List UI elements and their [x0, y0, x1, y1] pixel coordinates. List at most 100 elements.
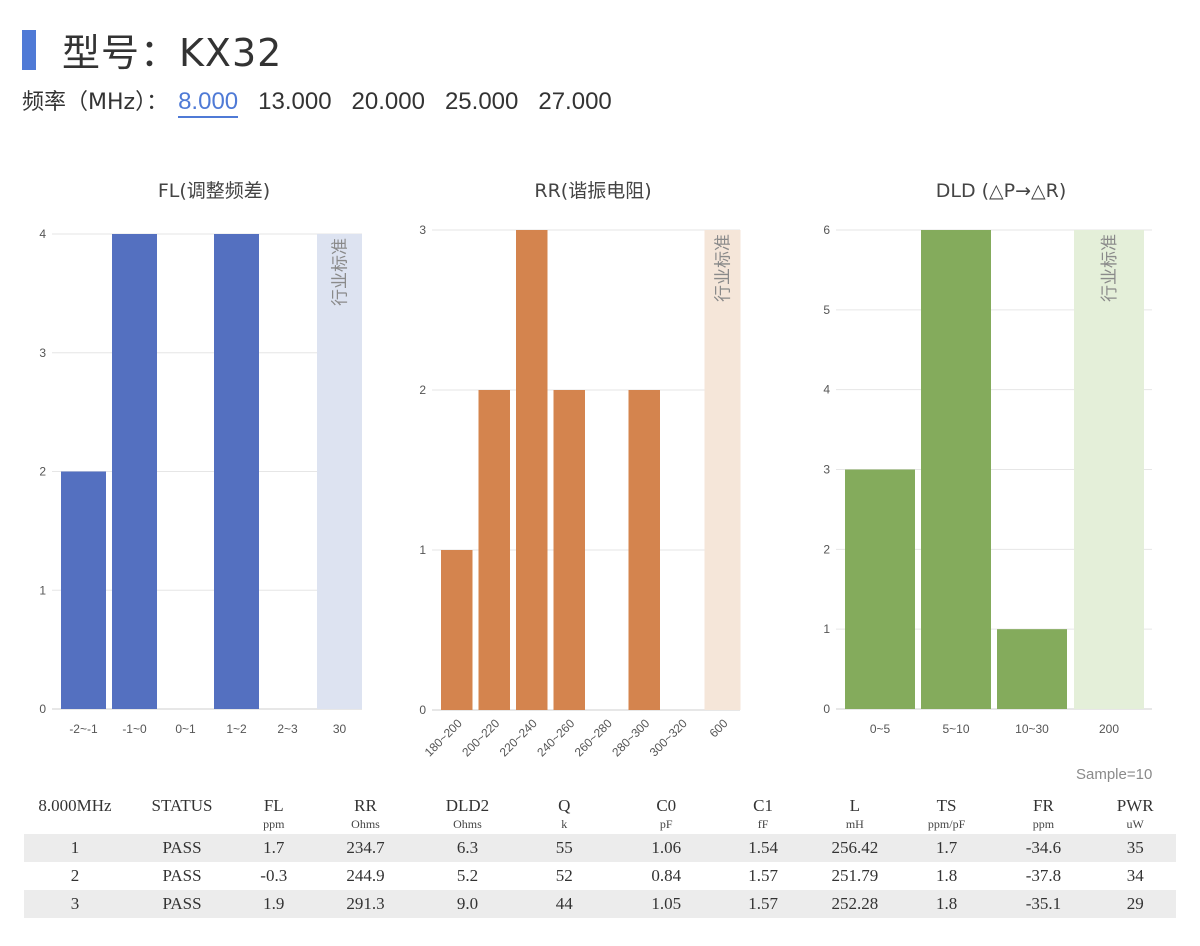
- bar: [478, 390, 510, 710]
- y-tick-label: 2: [39, 465, 46, 479]
- y-tick-label: 5: [823, 303, 830, 317]
- cell-pwr: 29: [1094, 890, 1176, 918]
- sample-count-note: Sample=10: [1076, 766, 1153, 783]
- cell-fl: 1.9: [238, 890, 310, 918]
- unit-pwr: uW: [1126, 816, 1144, 831]
- bar: [61, 471, 106, 709]
- cell-c1: 1.57: [717, 890, 809, 918]
- charts-panel: FL(调整频差) 0 1 2 3 4 -2~-1 -1~0 0~1 1~2 2~3 行业标准 3 0 RR…: [20, 150, 1180, 786]
- x-tick-label: 300~320: [647, 716, 690, 759]
- cell-q: 44: [513, 890, 616, 918]
- unit-q: k: [561, 816, 568, 831]
- x-tick-label: 200~220: [459, 716, 502, 759]
- cell-pwr: 34: [1126, 866, 1144, 885]
- title-accent-bar: [22, 29, 36, 70]
- y-tick-label: 3: [39, 346, 46, 360]
- cell-l: 251.79: [831, 866, 879, 885]
- cell-dld2: 9.0: [421, 890, 514, 918]
- bar: [553, 390, 585, 710]
- col-header-c0: C0: [656, 796, 677, 815]
- frequency-option-8000[interactable]: 8.000: [178, 88, 239, 118]
- dld-histogram-chart: DLD (△P→△R) 0 1 2 3 4 5 6 0~5 5~10 10~30 行业标准 200: [823, 180, 1152, 736]
- unit-c0: pF: [659, 816, 673, 831]
- bar: [112, 234, 157, 709]
- y-tick-label: 1: [823, 622, 830, 636]
- unit-fl: ppm: [263, 816, 285, 831]
- unit-frequency: [24, 816, 126, 834]
- industry-standard-band: [1074, 230, 1144, 709]
- cell-l: 252.28: [808, 890, 901, 918]
- cell-sample: 2: [70, 866, 80, 885]
- cell-c0: 1.05: [615, 890, 718, 918]
- cell-c1: 1.57: [748, 866, 778, 885]
- industry-standard-label: 行业标准: [714, 234, 734, 302]
- unit-dld2: Ohms: [453, 816, 482, 831]
- col-header-pwr: PWR: [1116, 796, 1154, 815]
- unit-status: [126, 816, 238, 834]
- chart-title: RR(谐振电阻): [534, 180, 651, 202]
- table-unit-row: ppm Ohms Ohms k pF fF mH ppm/pF ppm uW: [24, 816, 1176, 834]
- cell-ts: 1.7: [900, 834, 993, 862]
- cell-c1: 1.54: [717, 834, 809, 862]
- cell-fl: -0.3: [260, 866, 288, 885]
- unit-rr: Ohms: [351, 816, 380, 831]
- x-tick-label: 1~2: [226, 722, 247, 736]
- frequency-option-27000[interactable]: 27.000: [538, 88, 612, 115]
- y-tick-label: 4: [823, 383, 830, 397]
- cell-sample: 3: [24, 890, 126, 918]
- cell-sample: 1: [24, 834, 126, 862]
- cell-l: 256.42: [808, 834, 901, 862]
- col-header-c1: C1: [753, 796, 773, 815]
- cell-ts: 1.8: [935, 866, 958, 885]
- x-tick-label: 2~3: [277, 722, 298, 736]
- x-tick-label: -1~0: [122, 722, 147, 736]
- cell-c0: 1.06: [615, 834, 718, 862]
- col-header-fr: FR: [1033, 796, 1054, 815]
- x-tick-label: -2~-1: [69, 722, 98, 736]
- frequency-option-20000[interactable]: 20.000: [351, 88, 425, 115]
- cell-rr: 291.3: [309, 890, 422, 918]
- table-row: 2 PASS -0.3 244.9 5.2 52 0.84 1.57 251.7…: [24, 862, 1176, 890]
- x-tick-label: 10~30: [1015, 722, 1049, 736]
- cell-rr: 244.9: [346, 866, 385, 885]
- bar: [214, 234, 259, 709]
- y-tick-label: 0: [823, 702, 830, 716]
- cell-q: 55: [513, 834, 616, 862]
- y-tick-label: 0: [419, 703, 426, 717]
- col-header-q: Q: [558, 796, 571, 815]
- x-tick-label: 240~260: [534, 716, 577, 759]
- col-header-status: STATUS: [151, 796, 213, 815]
- fl-histogram-chart: FL(调整频差) 0 1 2 3 4 -2~-1 -1~0 0~1 1~2 2~3 行业标准 30: [39, 180, 362, 736]
- chart-title: FL(调整频差): [158, 180, 270, 202]
- industry-standard-band: [704, 230, 741, 710]
- page-title: 型号：KX32: [62, 31, 283, 75]
- x-tick-label: 220~240: [497, 716, 540, 759]
- industry-standard-band: [317, 234, 362, 709]
- y-tick-label: 4: [39, 227, 46, 241]
- x-tick-label: 180~200: [422, 716, 465, 759]
- bar: [516, 230, 548, 710]
- cell-fr: -35.1: [992, 890, 1095, 918]
- y-tick-label: 1: [39, 583, 46, 597]
- rr-histogram-chart: RR(谐振电阻) 0 1 2 3 180~200200~220220~240240~260…: [419, 180, 741, 759]
- frequency-option-25000[interactable]: 25.000: [444, 88, 519, 115]
- cell-fl: 1.7: [238, 834, 310, 862]
- table-header-row: 8.000MHz STATUS FL RR DLD2 Q C0 C1 L TS …: [24, 792, 1176, 816]
- col-header-frequency: 8.000MHz: [38, 796, 112, 815]
- chart-title: DLD (△P→△R): [936, 180, 1067, 202]
- cell-status: PASS: [125, 834, 239, 862]
- cell-status: PASS: [125, 890, 239, 918]
- unit-ts: ppm/pF: [927, 816, 966, 831]
- y-tick-label: 3: [823, 463, 830, 477]
- col-header-ts: TS: [936, 796, 957, 815]
- col-header-fl: FL: [263, 796, 284, 815]
- y-tick-label: 6: [823, 223, 830, 237]
- x-tick-label: 0~5: [870, 722, 891, 736]
- cell-dld2: 6.3: [421, 834, 514, 862]
- x-tick-label: 260~280: [572, 716, 615, 759]
- frequency-selector: 频率（MHz）： 8.000 13.000 20.000 25.000 27.0…: [22, 84, 632, 118]
- table-row: 1 PASS 1.7 234.7 6.3 55 1.06 1.54 256.42…: [24, 834, 1176, 862]
- bar: [997, 629, 1067, 709]
- frequency-option-13000[interactable]: 13.000: [258, 88, 332, 115]
- x-tick-label: 0~1: [175, 722, 196, 736]
